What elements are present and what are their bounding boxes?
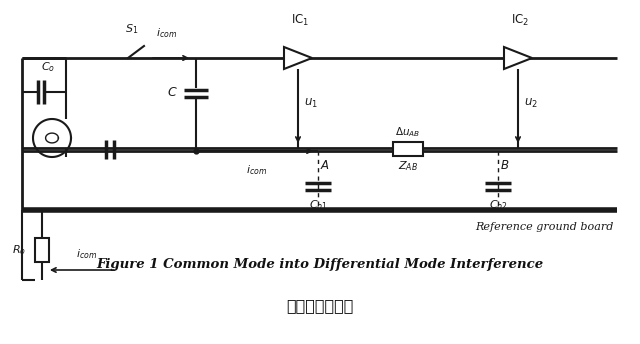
Text: $S_1$: $S_1$ [125,22,139,36]
Bar [35,238,49,262]
Text: $C_{p1}$: $C_{p1}$ [308,199,328,215]
Text: $\Delta u_{AB}$: $\Delta u_{AB}$ [396,125,420,139]
Text: $u_1$: $u_1$ [304,96,318,109]
Text: $C_{p2}$: $C_{p2}$ [488,199,508,215]
Polygon shape [284,47,312,69]
Text: $C_o$: $C_o$ [41,60,55,74]
Text: $A$: $A$ [320,159,330,172]
Text: $R_o$: $R_o$ [12,243,26,257]
Text: $i_{com}$: $i_{com}$ [246,163,268,177]
Text: $Z_{AB}$: $Z_{AB}$ [398,159,418,173]
Text: $i_{com}$: $i_{com}$ [76,247,97,261]
Text: $u_2$: $u_2$ [524,96,538,109]
Text: IC$_1$: IC$_1$ [291,13,309,28]
Text: 差模干扰的共模: 差模干扰的共模 [286,298,354,313]
Text: Reference ground board: Reference ground board [476,222,614,232]
Text: Figure 1 Common Mode into Differential Mode Interference: Figure 1 Common Mode into Differential M… [97,258,543,271]
Text: $C$: $C$ [167,86,178,99]
Text: $i_{com}$: $i_{com}$ [156,26,177,40]
Text: IC$_2$: IC$_2$ [511,13,529,28]
Bar [393,142,423,156]
Text: $B$: $B$ [500,159,509,172]
Polygon shape [504,47,532,69]
